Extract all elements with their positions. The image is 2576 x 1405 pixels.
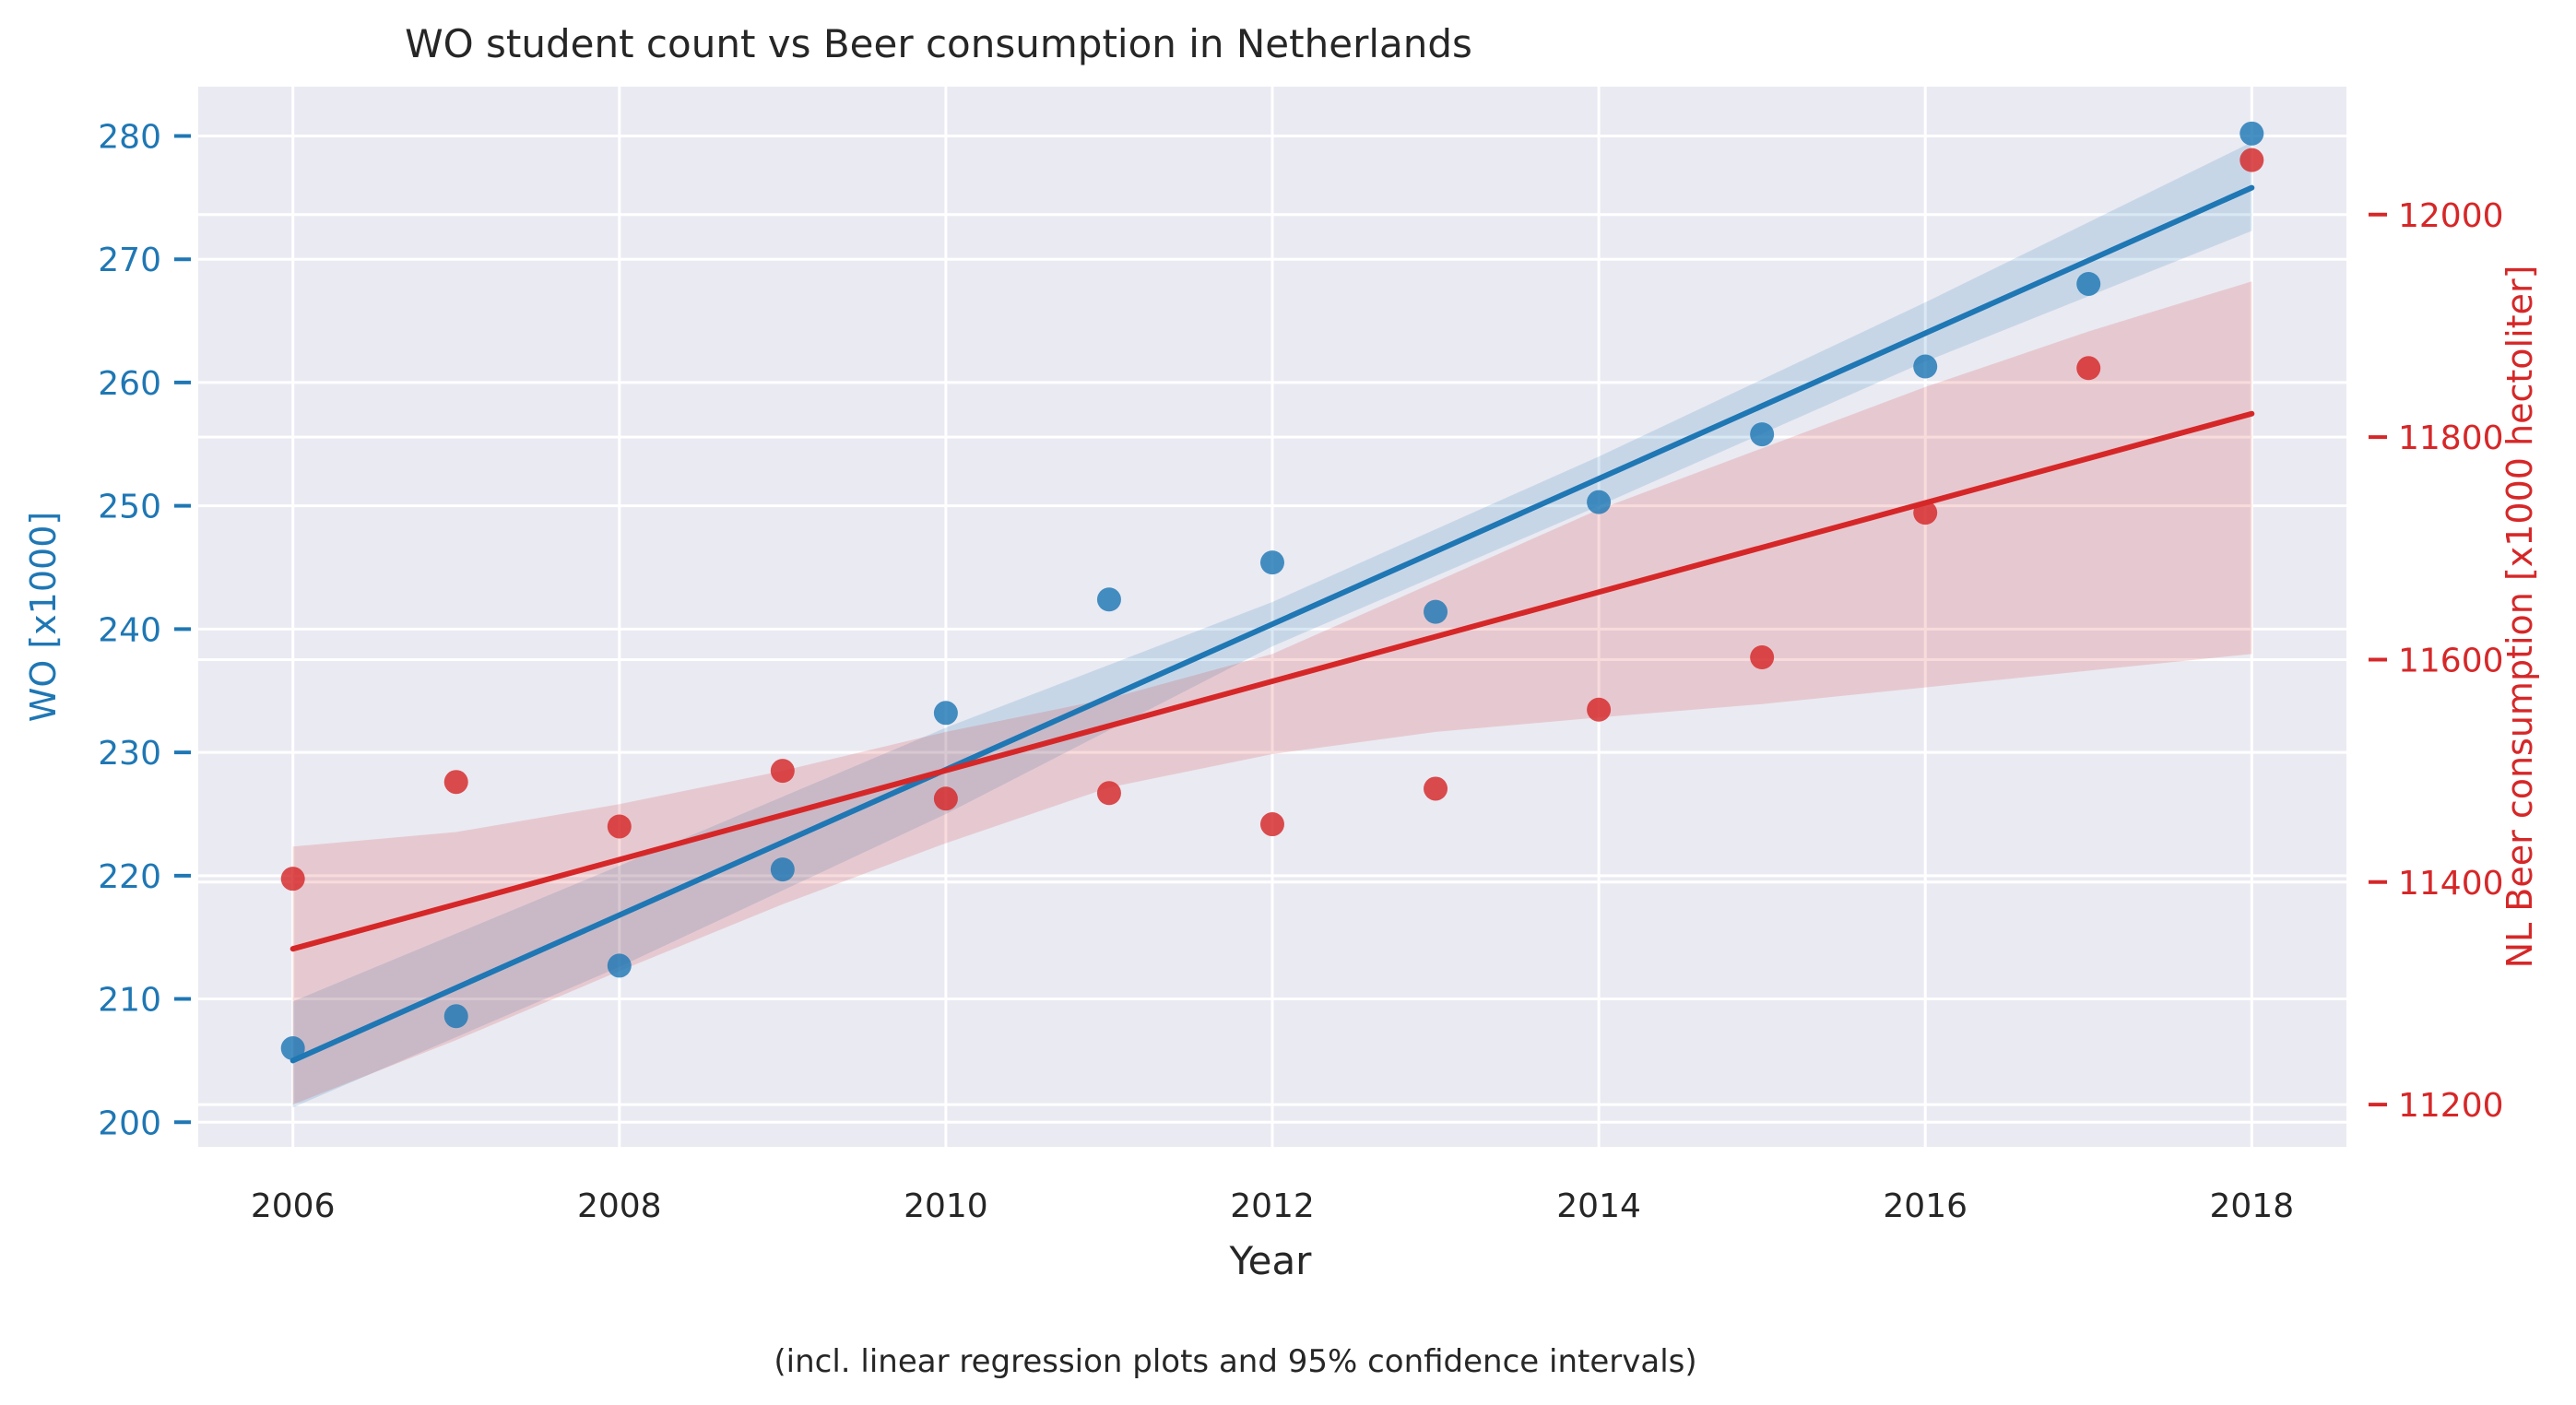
regression-lines xyxy=(290,184,2255,1064)
beer-data-point xyxy=(2239,148,2264,172)
beer-data-point xyxy=(2076,356,2101,381)
data-points xyxy=(280,121,2264,1061)
beer-data-point xyxy=(1260,812,1284,837)
right-y-tick-label: 11800 xyxy=(2398,419,2504,457)
wo-data-point xyxy=(1587,490,1612,514)
beer-data-point xyxy=(1424,776,1448,801)
left-y-tick-label: 220 xyxy=(98,858,161,896)
right-y-axis-label: NL Beer consumption [x1000 hectoliter] xyxy=(2499,266,2540,969)
x-tick-label: 2018 xyxy=(2209,1187,2294,1225)
right-y-tick-label: 12000 xyxy=(2398,197,2504,235)
wo-data-point xyxy=(933,701,958,726)
wo-data-point xyxy=(1424,599,1448,624)
left-y-tick-label: 200 xyxy=(98,1104,161,1142)
beer-data-point xyxy=(770,759,795,784)
beer-data-point xyxy=(933,786,958,811)
x-tick-label: 2006 xyxy=(251,1187,336,1225)
left-y-tick-label: 230 xyxy=(98,735,161,773)
wo-data-point xyxy=(443,1004,468,1029)
beer-data-point xyxy=(607,814,632,839)
x-tick-label: 2008 xyxy=(577,1187,662,1225)
beer-regression-line xyxy=(290,410,2255,952)
beer-data-point xyxy=(1096,781,1121,806)
beer-data-point xyxy=(280,867,305,891)
right-y-gridlines xyxy=(198,213,2346,1106)
x-axis-label: Year xyxy=(1229,1238,1313,1283)
wo-data-point xyxy=(2239,121,2264,146)
right-y-tick-label: 11400 xyxy=(2398,865,2504,903)
x-tick-label: 2016 xyxy=(1883,1187,1967,1225)
wo-data-point xyxy=(1260,550,1284,575)
left-y-tick-label: 250 xyxy=(98,489,161,526)
left-y-tick-label: 260 xyxy=(98,365,161,403)
wo-data-point xyxy=(280,1036,305,1061)
left-y-tick-label: 240 xyxy=(98,611,161,649)
wo-regression-line xyxy=(290,184,2255,1064)
beer-data-point xyxy=(443,770,468,795)
beer-data-point xyxy=(1587,697,1612,722)
right-y-tick-label: 11600 xyxy=(2398,642,2504,679)
wo-data-point xyxy=(2076,271,2101,296)
x-tick-label: 2012 xyxy=(1230,1187,1315,1225)
left-y-gridlines xyxy=(198,134,2346,1124)
x-tick-label: 2010 xyxy=(904,1187,988,1225)
footnote: (incl. linear regression plots and 95% c… xyxy=(774,1343,1696,1380)
wo-data-point xyxy=(1750,422,1775,447)
left-y-tick-label: 210 xyxy=(98,982,161,1020)
left-y-tick-label: 270 xyxy=(98,242,161,279)
wo-data-point xyxy=(1913,354,1938,379)
left-y-axis: 200 210 220 230 240 250 260 270 280 xyxy=(98,118,191,1142)
left-y-axis-label: WO [x1000] xyxy=(23,512,64,722)
wo-data-point xyxy=(607,953,632,978)
x-gridlines xyxy=(291,87,2253,1147)
x-tick-label: 2014 xyxy=(1556,1187,1641,1225)
chart-title: WO student count vs Beer consumption in … xyxy=(405,21,1472,66)
right-y-tick-label: 11200 xyxy=(2398,1087,2504,1125)
left-y-tick-label: 280 xyxy=(98,118,161,156)
beer-confidence-band xyxy=(292,281,2252,1105)
right-y-axis: 11200 11400 11600 11800 12000 xyxy=(2369,197,2504,1125)
wo-data-point xyxy=(770,857,795,882)
x-axis: 2006 2008 2010 2012 2014 2016 2018 xyxy=(251,1187,2294,1225)
wo-data-point xyxy=(1096,587,1121,612)
beer-data-point xyxy=(1750,645,1775,670)
